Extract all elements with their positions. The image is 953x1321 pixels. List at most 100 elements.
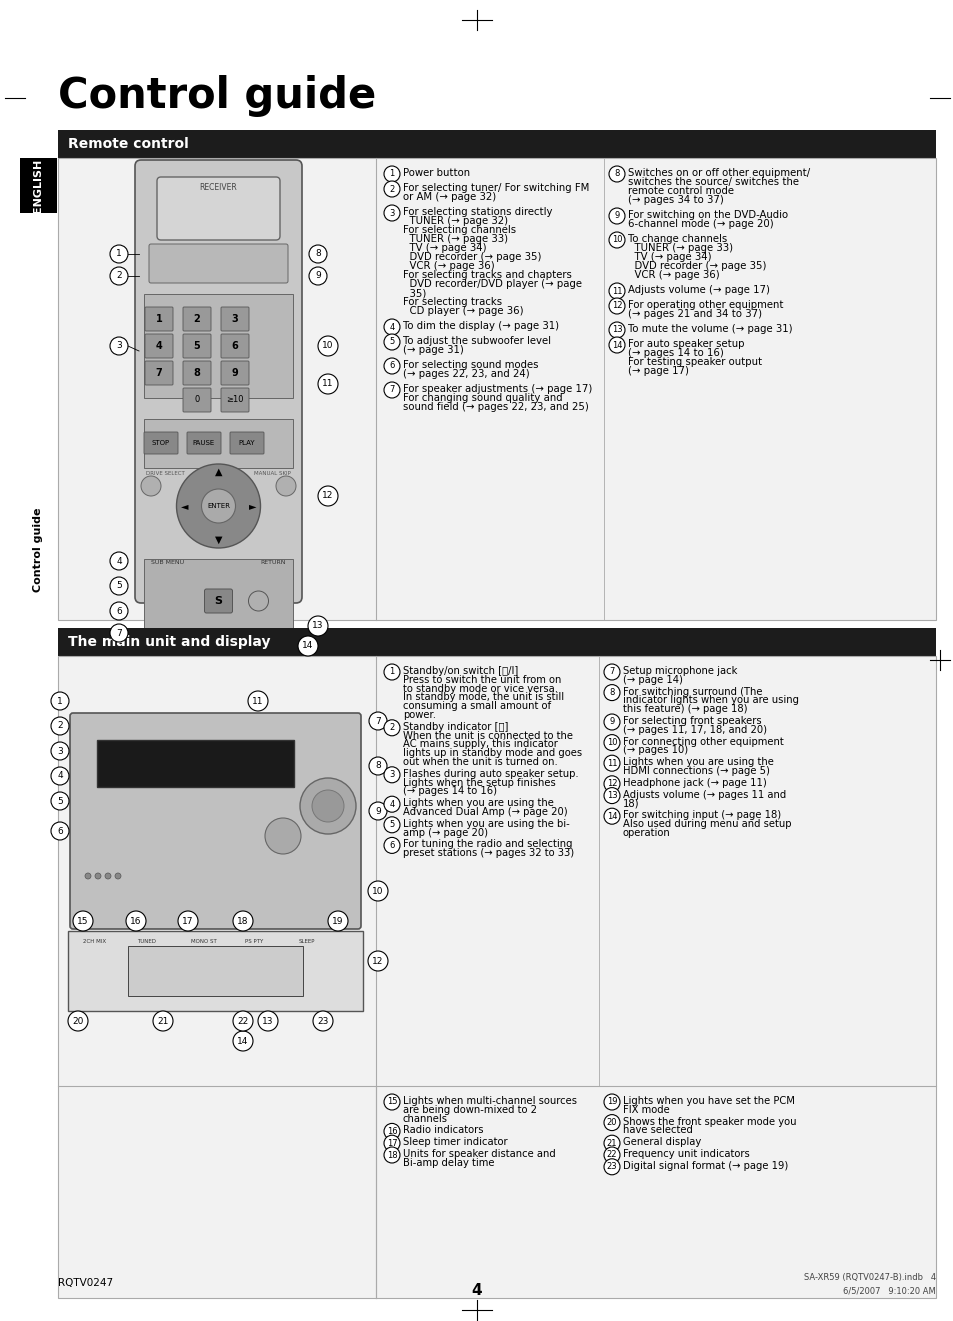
Text: Headphone jack (→ page 11): Headphone jack (→ page 11) — [622, 778, 766, 787]
Circle shape — [115, 873, 121, 878]
Text: PS PTY: PS PTY — [245, 939, 263, 945]
Circle shape — [257, 1011, 277, 1030]
Circle shape — [608, 283, 624, 299]
Circle shape — [384, 664, 399, 680]
Text: switches the source/ switches the: switches the source/ switches the — [627, 177, 799, 188]
Text: 16: 16 — [386, 1127, 396, 1136]
Text: For selecting sound modes: For selecting sound modes — [402, 361, 537, 370]
Circle shape — [603, 1135, 619, 1151]
Circle shape — [368, 951, 388, 971]
Text: 10: 10 — [606, 738, 617, 748]
Text: 14: 14 — [237, 1037, 249, 1045]
FancyBboxPatch shape — [183, 388, 211, 412]
Circle shape — [51, 742, 69, 760]
Text: Lights when the setup finishes: Lights when the setup finishes — [402, 778, 556, 787]
Text: 21: 21 — [157, 1016, 169, 1025]
Circle shape — [110, 624, 128, 642]
Text: 17: 17 — [182, 917, 193, 926]
Text: ▲: ▲ — [214, 468, 222, 477]
Text: Control guide: Control guide — [58, 75, 375, 118]
Text: 5: 5 — [389, 337, 395, 346]
Circle shape — [309, 244, 327, 263]
Circle shape — [384, 1123, 399, 1140]
Text: 6/5/2007   9:10:20 AM: 6/5/2007 9:10:20 AM — [842, 1287, 935, 1295]
FancyBboxPatch shape — [183, 334, 211, 358]
Circle shape — [317, 336, 337, 355]
Text: 2: 2 — [193, 314, 200, 324]
Text: 1: 1 — [57, 696, 63, 705]
Text: 6: 6 — [57, 827, 63, 835]
Text: 9: 9 — [375, 807, 380, 815]
Text: indicator lights when you are using: indicator lights when you are using — [622, 695, 799, 705]
Text: 14: 14 — [606, 811, 617, 820]
Bar — [58, 657, 935, 1299]
Bar — [128, 946, 303, 996]
FancyBboxPatch shape — [183, 306, 211, 332]
Circle shape — [603, 713, 619, 731]
Circle shape — [51, 692, 69, 709]
Text: TUNER (→ page 33): TUNER (→ page 33) — [402, 234, 508, 244]
Text: ENTER: ENTER — [207, 503, 230, 509]
FancyBboxPatch shape — [221, 388, 249, 412]
Circle shape — [51, 768, 69, 785]
Circle shape — [603, 787, 619, 803]
Circle shape — [603, 1094, 619, 1110]
Text: For testing speaker output: For testing speaker output — [627, 357, 761, 367]
Text: amp (→ page 20): amp (→ page 20) — [402, 827, 488, 838]
Text: 9: 9 — [609, 717, 614, 727]
Circle shape — [110, 244, 128, 263]
Circle shape — [233, 1011, 253, 1030]
Circle shape — [317, 374, 337, 394]
Text: operation: operation — [622, 828, 670, 838]
FancyBboxPatch shape — [97, 740, 294, 787]
Circle shape — [110, 337, 128, 355]
Text: 3: 3 — [389, 770, 395, 779]
FancyBboxPatch shape — [70, 713, 360, 929]
Text: 21: 21 — [606, 1139, 617, 1148]
Circle shape — [608, 166, 624, 182]
FancyBboxPatch shape — [144, 432, 178, 454]
Text: For operating other equipment: For operating other equipment — [627, 300, 782, 310]
Text: 3: 3 — [57, 746, 63, 756]
Text: Radio indicators: Radio indicators — [402, 1125, 483, 1136]
Text: MONO ST: MONO ST — [191, 939, 216, 945]
Text: 1: 1 — [389, 169, 395, 178]
Text: 14: 14 — [611, 341, 621, 350]
Text: 8: 8 — [614, 169, 619, 178]
Circle shape — [233, 1030, 253, 1052]
Circle shape — [384, 358, 399, 374]
Text: SUB MENU: SUB MENU — [151, 560, 184, 565]
Text: 10: 10 — [611, 235, 621, 244]
Text: 12: 12 — [611, 301, 621, 310]
Circle shape — [51, 793, 69, 810]
Text: For speaker adjustments (→ page 17): For speaker adjustments (→ page 17) — [402, 384, 592, 394]
Text: 19: 19 — [606, 1098, 617, 1107]
Text: have selected: have selected — [622, 1125, 692, 1136]
Circle shape — [384, 334, 399, 350]
FancyBboxPatch shape — [145, 334, 172, 358]
Text: In standby mode, the unit is still: In standby mode, the unit is still — [402, 692, 563, 703]
Bar — [20, 159, 57, 213]
Circle shape — [603, 664, 619, 680]
Text: To change channels: To change channels — [627, 234, 726, 244]
Text: (→ page 14): (→ page 14) — [622, 675, 682, 684]
Text: (→ page 17): (→ page 17) — [627, 366, 688, 376]
Text: or AM (→ page 32): or AM (→ page 32) — [402, 192, 496, 202]
Circle shape — [608, 337, 624, 353]
FancyBboxPatch shape — [204, 589, 233, 613]
Text: RQTV0247: RQTV0247 — [58, 1277, 113, 1288]
Text: MANUAL SKIP: MANUAL SKIP — [253, 472, 291, 476]
FancyBboxPatch shape — [221, 334, 249, 358]
Text: power.: power. — [402, 709, 436, 720]
Circle shape — [603, 684, 619, 700]
Text: (→ pages 22, 23, and 24): (→ pages 22, 23, and 24) — [402, 369, 529, 379]
Circle shape — [126, 911, 146, 931]
Circle shape — [309, 267, 327, 285]
Text: Standby/on switch [⏻/I]: Standby/on switch [⏻/I] — [402, 666, 517, 676]
Text: Lights when you are using the bi-: Lights when you are using the bi- — [402, 819, 569, 828]
Circle shape — [384, 205, 399, 221]
Text: 11: 11 — [611, 287, 621, 296]
FancyBboxPatch shape — [145, 361, 172, 384]
Text: SLEEP: SLEEP — [298, 939, 315, 945]
Circle shape — [368, 881, 388, 901]
